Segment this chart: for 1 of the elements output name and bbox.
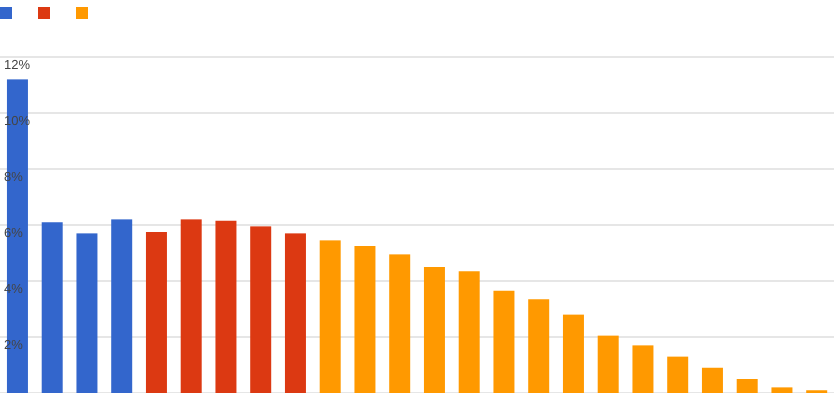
y-tick-label: 12% bbox=[4, 57, 30, 72]
